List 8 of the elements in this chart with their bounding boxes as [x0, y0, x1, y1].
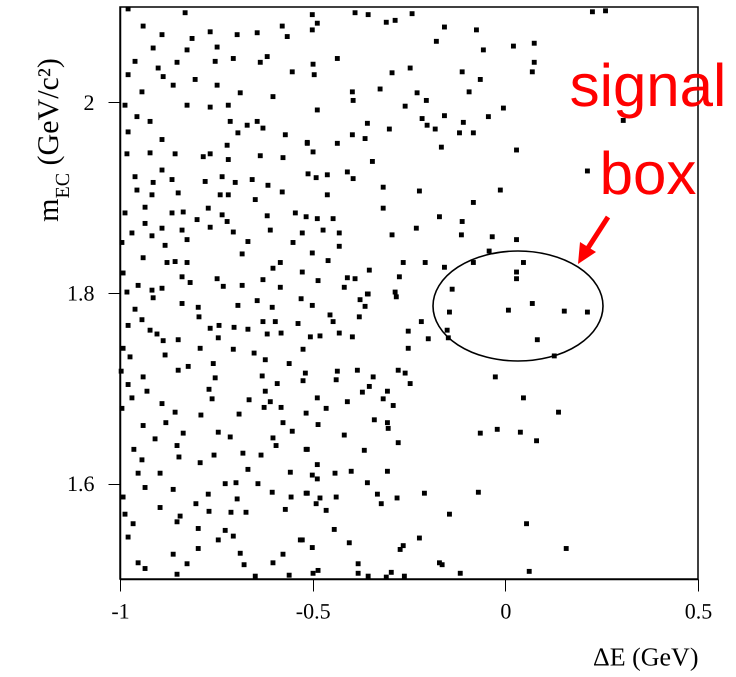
y-tick-label: 1.6 — [67, 471, 94, 496]
y-tick-label: 2 — [84, 90, 94, 115]
x-tick-label: 0 — [500, 598, 512, 624]
x-axis-title: ΔE (GeV) — [592, 642, 698, 672]
x-tick-label: -0.5 — [296, 598, 331, 624]
x-tick-label: 0.5 — [684, 598, 712, 624]
y-tick-label: 1.8 — [67, 280, 94, 306]
x-tick-label: -1 — [111, 598, 130, 624]
